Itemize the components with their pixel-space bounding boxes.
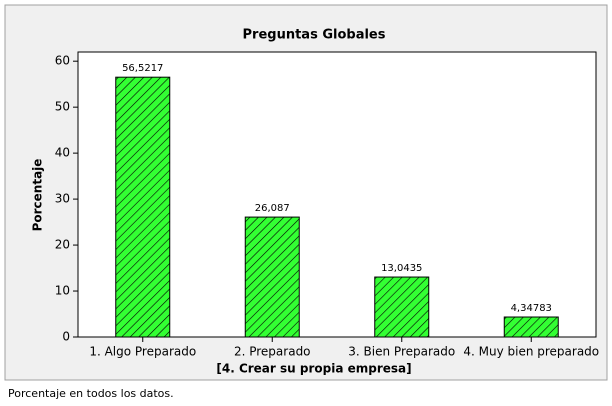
y-tick-label: 60	[55, 54, 70, 68]
value-label: 56,5217	[122, 63, 163, 74]
bar	[244, 216, 300, 338]
chart-title: Preguntas Globales	[243, 28, 386, 43]
x-axis-label: [4. Crear su propia empresa]	[216, 362, 411, 376]
y-tick-label: 30	[55, 192, 70, 206]
y-tick-label: 0	[62, 330, 70, 344]
value-label: 4,34783	[511, 303, 552, 314]
bar	[374, 276, 430, 338]
y-tick-label: 50	[55, 100, 70, 114]
value-label: 26,087	[255, 203, 290, 214]
y-axis-label: Porcentaje	[31, 159, 45, 232]
bar	[503, 316, 559, 338]
y-tick-label: 10	[55, 284, 70, 298]
bar	[115, 76, 171, 338]
x-tick-label: 2. Preparado	[234, 345, 311, 359]
footnote: Porcentaje en todos los datos.	[8, 387, 174, 400]
y-tick-label: 20	[55, 238, 70, 252]
value-label: 13,0435	[381, 263, 422, 274]
x-tick-label: 1. Algo Preparado	[89, 345, 196, 359]
y-tick-label: 40	[55, 146, 70, 160]
x-tick-label: 4. Muy bien preparado	[463, 345, 599, 359]
x-tick-label: 3. Bien Preparado	[348, 345, 455, 359]
